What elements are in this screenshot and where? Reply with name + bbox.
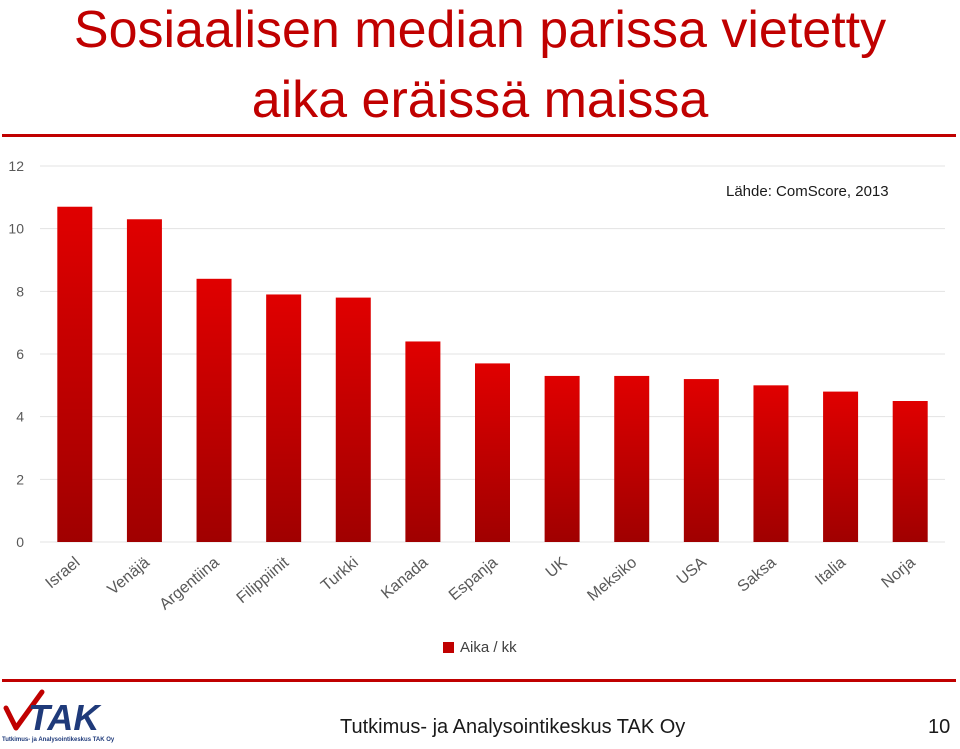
x-tick-label: Argentiina [156,554,222,613]
y-tick-label: 12 [8,158,24,174]
slide-title-line2: aika eräissä maissa [251,71,709,129]
y-tick-label: 10 [8,221,24,237]
bars [57,206,928,542]
tak-logo: TAK Tutkimus- ja Analysointikeskus TAK O… [2,688,115,746]
x-axis: Israel Venäjä Argentiina Filippiinit Turkki K… [42,554,918,614]
slide-title-line1: Sosiaalisen median parissa vietetty [73,1,887,59]
legend: Aika / kk [443,639,517,656]
y-axis: 0 2 4 6 8 10 12 [8,158,24,550]
x-tick-label: Meksiko [584,554,640,605]
x-tick-label: UK [543,554,571,582]
x-tick-label: Saksa [735,554,780,596]
page-number: 10 [928,716,951,738]
bar-usa [683,379,719,542]
x-tick-label: USA [674,554,710,588]
legend-label: Aika / kk [460,639,517,656]
y-tick-label: 6 [16,346,24,362]
bar-kanada [405,341,441,542]
footer-organization: Tutkimus- ja Analysointikeskus TAK Oy [340,716,686,738]
bar-uk [544,375,580,542]
bar-italia [823,391,859,542]
bar-venäjä [126,219,162,542]
y-tick-label: 4 [16,409,24,425]
x-tick-label: Turkki [318,554,362,595]
title-divider [2,134,956,137]
x-tick-label: Norja [879,554,919,592]
footer-divider [2,679,956,682]
bar-argentiina [196,278,232,542]
y-tick-label: 0 [16,534,24,550]
bar-turkki [335,297,371,542]
bar-israel [57,206,93,542]
logo-text: TAK [28,697,102,738]
x-tick-label: Filippiinit [234,554,293,607]
y-tick-label: 2 [16,471,24,487]
bar-filippiinit [266,294,302,542]
bar-espanja [475,363,510,542]
y-tick-label: 8 [16,283,24,299]
x-tick-label: Venäjä [105,554,153,599]
x-tick-label: Kanada [378,554,431,603]
x-tick-label: Israel [42,554,83,592]
x-tick-label: Italia [812,554,849,589]
x-tick-label: Espanja [446,554,501,604]
bar-chart: 0 2 4 6 8 10 12 Israel Venäjä Argentiina Filippii… [8,158,945,614]
bar-norja [892,401,928,542]
legend-swatch [443,642,454,653]
bar-saksa [753,385,789,542]
bar-meksiko [614,375,650,542]
tak-logo-graphic: TAK [3,689,102,738]
logo-subtext: Tutkimus- ja Analysointikeskus TAK Oy [2,737,115,743]
source-note: Lähde: ComScore, 2013 [726,183,889,200]
